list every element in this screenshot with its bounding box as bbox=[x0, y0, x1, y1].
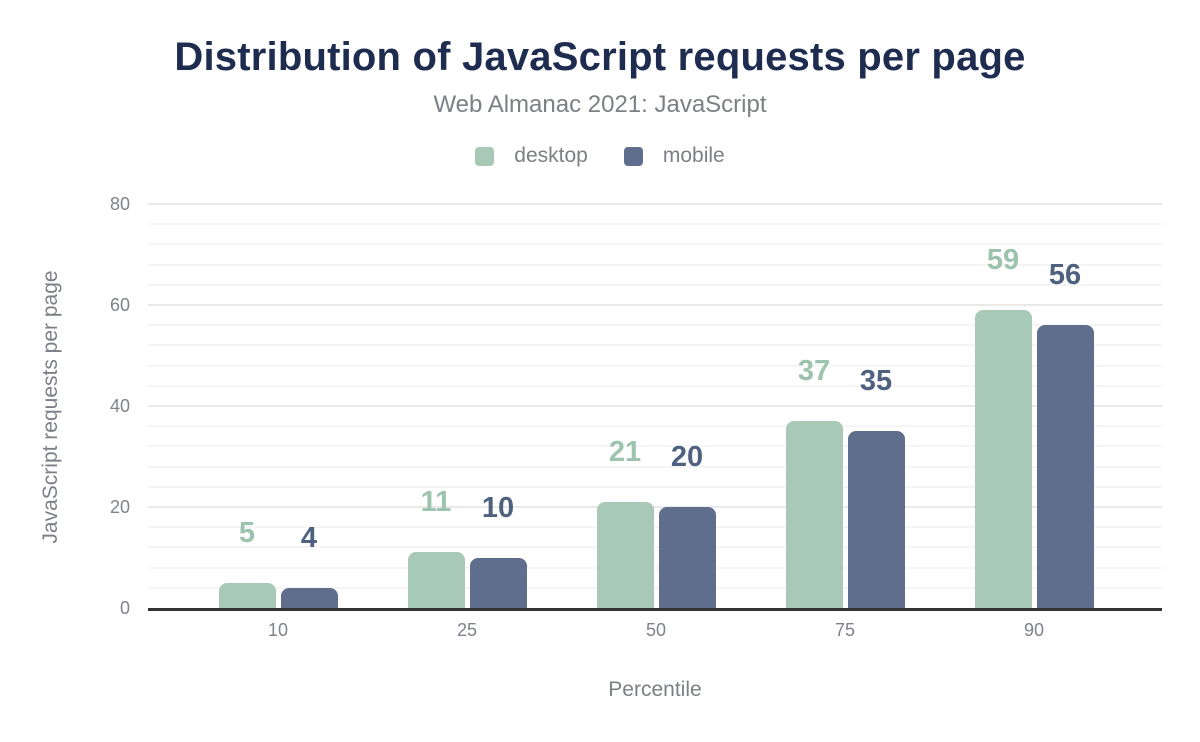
minor-gridline bbox=[148, 384, 1162, 387]
bar-desktop-p90 bbox=[974, 310, 1032, 608]
y-tick-label: 80 bbox=[109, 194, 130, 214]
minor-gridline bbox=[148, 344, 1162, 347]
minor-gridline bbox=[148, 526, 1162, 529]
minor-gridline bbox=[148, 546, 1162, 549]
x-tick-label: 50 bbox=[645, 620, 667, 640]
x-axis-line bbox=[148, 608, 1162, 611]
minor-gridline bbox=[148, 465, 1162, 468]
bar-desktop-p10 bbox=[218, 582, 276, 608]
bar-value-label-mobile-p25: 10 bbox=[481, 491, 515, 524]
bar-value-label-desktop-p50: 21 bbox=[608, 435, 642, 468]
bar-desktop-p25 bbox=[407, 552, 465, 608]
legend: desktop mobile bbox=[0, 144, 1200, 168]
y-tick-label: 60 bbox=[109, 295, 130, 315]
bar-mobile-p10 bbox=[280, 587, 338, 608]
minor-gridline bbox=[148, 223, 1162, 226]
minor-gridline bbox=[148, 324, 1162, 327]
minor-gridline bbox=[148, 566, 1162, 569]
minor-gridline bbox=[148, 283, 1162, 286]
legend-item-desktop: desktop bbox=[475, 144, 588, 168]
x-tick-label: 25 bbox=[456, 620, 478, 640]
x-tick-label: 75 bbox=[834, 620, 856, 640]
mobile-series-swatch-icon bbox=[623, 146, 643, 166]
bar-value-label-mobile-p75: 35 bbox=[859, 365, 893, 398]
minor-gridline bbox=[148, 263, 1162, 266]
minor-gridline bbox=[148, 445, 1162, 448]
major-gridline bbox=[148, 203, 1162, 205]
mobile-series-label: mobile bbox=[662, 144, 725, 167]
bar-desktop-p50 bbox=[596, 501, 654, 608]
bar-mobile-p90 bbox=[1036, 325, 1094, 608]
desktop-series-label: desktop bbox=[514, 144, 588, 167]
legend-item-mobile: mobile bbox=[623, 144, 725, 168]
bar-mobile-p50 bbox=[658, 507, 716, 608]
chart-title: Distribution of JavaScript requests per … bbox=[174, 35, 1026, 79]
major-gridline bbox=[148, 405, 1162, 407]
minor-gridline bbox=[148, 243, 1162, 246]
major-gridline bbox=[148, 506, 1162, 508]
minor-gridline bbox=[148, 485, 1162, 488]
bar-value-label-mobile-p50: 20 bbox=[670, 441, 704, 473]
major-gridline bbox=[148, 304, 1162, 306]
x-tick-label: 90 bbox=[1023, 620, 1045, 640]
y-tick-label: 40 bbox=[109, 396, 130, 416]
y-axis-title: JavaScript requests per page bbox=[39, 270, 62, 544]
minor-gridline bbox=[148, 586, 1162, 589]
bar-value-label-desktop-p90: 59 bbox=[986, 244, 1020, 277]
y-tick-label: 20 bbox=[109, 497, 130, 517]
y-tick-label: 0 bbox=[119, 598, 130, 618]
bar-desktop-p75 bbox=[785, 421, 843, 608]
desktop-series-swatch-icon bbox=[475, 146, 495, 166]
minor-gridline bbox=[148, 364, 1162, 367]
chart-subtitle: Web Almanac 2021: JavaScript bbox=[433, 91, 767, 118]
x-tick-label: 10 bbox=[267, 620, 289, 640]
bar-mobile-p25 bbox=[469, 557, 527, 608]
bar-value-label-desktop-p75: 37 bbox=[797, 355, 831, 388]
x-axis-title: Percentile bbox=[608, 678, 702, 701]
bar-value-label-desktop-p25: 11 bbox=[420, 486, 452, 519]
bar-value-label-mobile-p90: 56 bbox=[1048, 259, 1082, 292]
bar-mobile-p75 bbox=[847, 431, 905, 608]
bar-value-label-mobile-p10: 4 bbox=[300, 521, 318, 554]
minor-gridline bbox=[148, 425, 1162, 428]
bar-value-label-desktop-p10: 5 bbox=[238, 516, 256, 549]
